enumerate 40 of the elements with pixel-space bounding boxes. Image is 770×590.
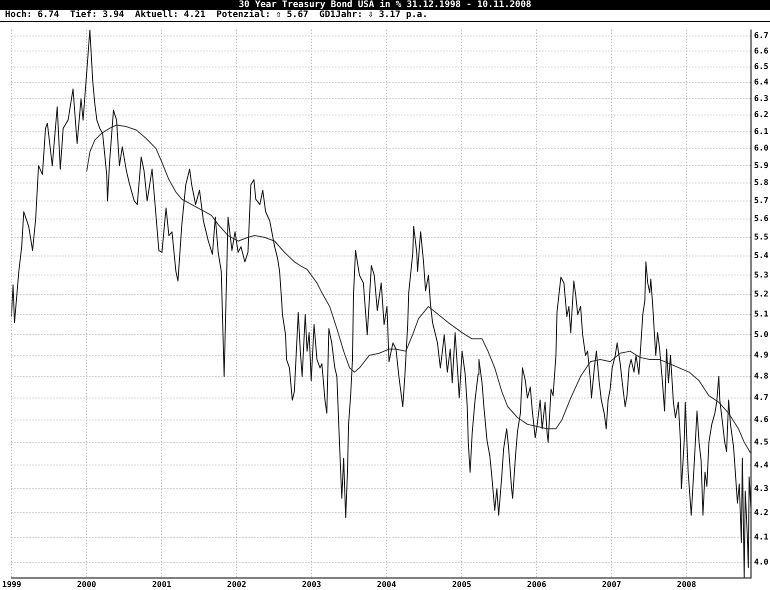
y-tick-label: 5.9 bbox=[754, 160, 769, 170]
y-tick-label: 6.2 bbox=[754, 110, 769, 120]
x-tick-label: 2004 bbox=[376, 580, 396, 589]
y-tick-label: 6.6 bbox=[754, 46, 769, 56]
y-tick-label: 5.1 bbox=[754, 310, 769, 319]
y-tick-label: 5.7 bbox=[754, 196, 769, 206]
y-tick-label: 4.3 bbox=[754, 484, 769, 493]
y-tick-label: 4.6 bbox=[754, 414, 769, 424]
y-tick-label: 5.8 bbox=[754, 178, 769, 188]
y-tick-label: 5.3 bbox=[754, 270, 769, 280]
x-tick-label: 2003 bbox=[302, 580, 322, 589]
x-tick-label: 2002 bbox=[227, 580, 246, 589]
y-tick-label: 4.0 bbox=[754, 558, 769, 567]
y-tick-label: 4.4 bbox=[754, 460, 769, 470]
chart-subtitle: Hoch: 6.74 Tief: 3.94 Aktuell: 4.21 Potenzial: ⇧ 5.67 GD1Jahr: ⇩ 3.17 p.a. bbox=[0, 10, 770, 22]
y-tick-label: 6.3 bbox=[754, 94, 769, 103]
y-tick-label: 6.7 bbox=[754, 30, 769, 40]
y-tick-label: 5.2 bbox=[754, 290, 769, 299]
x-tick-label: 2007 bbox=[602, 580, 622, 589]
x-tick-label: 2005 bbox=[452, 580, 472, 589]
y-tick-label: 4.5 bbox=[754, 437, 769, 446]
x-tick-label: 2006 bbox=[527, 580, 546, 589]
y-tick-label: 5.5 bbox=[754, 232, 769, 242]
x-tick-label: 2000 bbox=[76, 580, 96, 589]
y-tick-label: 6.1 bbox=[754, 126, 769, 136]
y-tick-label: 4.7 bbox=[754, 392, 769, 402]
y-tick-label: 4.8 bbox=[754, 371, 769, 380]
y-tick-label: 5.6 bbox=[754, 214, 769, 224]
x-tick-label: 2001 bbox=[152, 580, 172, 589]
chart-title: 30 Year Treasury Bond USA in % 31.12.1998 - 10.11.2008 bbox=[0, 0, 770, 10]
x-tick-label: 2008 bbox=[676, 580, 696, 589]
x-tick-label: 1999 bbox=[2, 580, 22, 589]
y-tick-label: 6.4 bbox=[754, 78, 769, 87]
y-tick-label: 6.5 bbox=[754, 62, 769, 71]
y-tick-label: 5.4 bbox=[754, 251, 769, 260]
y-tick-label: 4.2 bbox=[754, 508, 769, 517]
y-tick-label: 6.0 bbox=[754, 144, 769, 153]
y-tick-label: 4.1 bbox=[754, 532, 769, 542]
y-tick-label: 5.0 bbox=[754, 330, 769, 339]
y-tick-label: 4.9 bbox=[754, 350, 769, 360]
